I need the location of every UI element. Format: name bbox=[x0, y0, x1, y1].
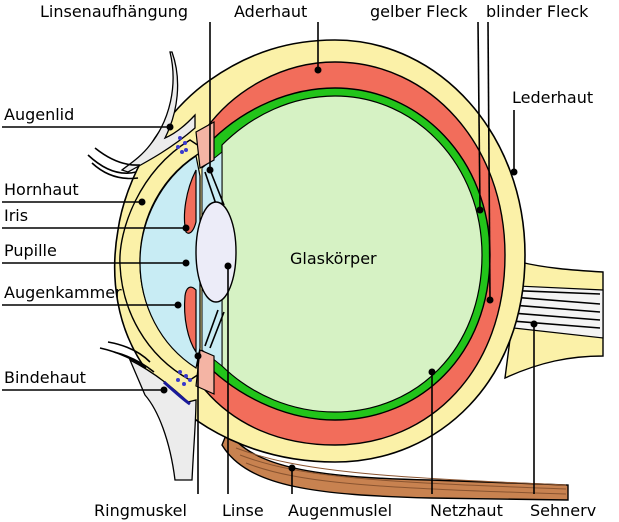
label-netzhaut: Netzhaut bbox=[430, 501, 503, 520]
pointer-lines bbox=[2, 21, 538, 494]
label-gelber-fleck: gelber Fleck bbox=[370, 2, 468, 21]
glaskoerper-shape bbox=[221, 95, 483, 413]
label-augenlid: Augenlid bbox=[4, 105, 74, 124]
label-pupille: Pupille bbox=[4, 241, 57, 260]
augenlid-upper-shape bbox=[87, 51, 196, 180]
label-aderhaut: Aderhaut bbox=[234, 2, 307, 21]
label-lederhaut: Lederhaut bbox=[512, 88, 593, 107]
augenmuskel-shape bbox=[221, 428, 569, 501]
label-augenmuskel: Augenmuslel bbox=[288, 501, 392, 520]
label-linsenaufhaengung: Linsenaufhängung bbox=[40, 2, 188, 21]
linse-shape bbox=[195, 201, 237, 303]
label-augenkammer: Augenkammer bbox=[4, 283, 122, 302]
label-glaskoerper: Glaskörper bbox=[290, 249, 377, 268]
label-iris: Iris bbox=[4, 206, 28, 225]
label-ringmuskel: Ringmuskel bbox=[94, 501, 187, 520]
iris-upper-shape bbox=[183, 169, 197, 234]
tear-gland-dots-upper bbox=[176, 136, 188, 154]
label-linse: Linse bbox=[222, 501, 264, 520]
label-hornhaut: Hornhaut bbox=[4, 180, 79, 199]
label-bindehaut: Bindehaut bbox=[4, 368, 86, 387]
tear-gland-dots-lower bbox=[176, 370, 192, 386]
label-blinder-fleck: blinder Fleck bbox=[486, 2, 589, 21]
iris-lower-shape bbox=[183, 286, 197, 354]
label-sehnerv: Sehnerv bbox=[530, 501, 596, 520]
